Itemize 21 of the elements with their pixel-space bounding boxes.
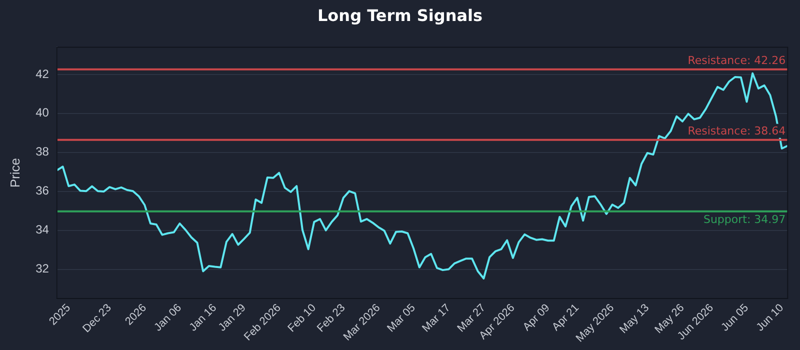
y-tick-label: 38 <box>36 144 50 159</box>
x-tick-label: Apr 09 <box>520 302 552 334</box>
x-tick-label: Apr 21 <box>550 302 582 334</box>
x-tick-label: Mar 17 <box>420 302 453 335</box>
y-tick-label: 36 <box>36 184 50 198</box>
ref-line-label: Support: 34.97 <box>703 212 786 226</box>
y-tick-label: 42 <box>36 66 50 81</box>
ref-line-label: Resistance: 42.26 <box>688 54 786 67</box>
y-tick-label: 34 <box>36 222 50 237</box>
x-tick-label: May 13 <box>618 302 652 336</box>
x-tick-label: Mar 05 <box>385 302 418 335</box>
x-tick-label: Dec 23 <box>80 302 114 336</box>
y-tick-label: 40 <box>36 106 50 120</box>
x-tick-label: Jan 16 <box>187 302 220 334</box>
x-tick-label: Jun 10 <box>754 302 786 334</box>
x-tick-label: Jun 05 <box>719 302 752 334</box>
chart-title: Long Term Signals <box>316 5 484 27</box>
y-axis-title: Price <box>7 158 22 188</box>
y-tick-label: 32 <box>36 262 50 276</box>
ref-line-label: Resistance: 38.64 <box>688 124 786 138</box>
x-tick-label: Jan 06 <box>152 302 184 334</box>
